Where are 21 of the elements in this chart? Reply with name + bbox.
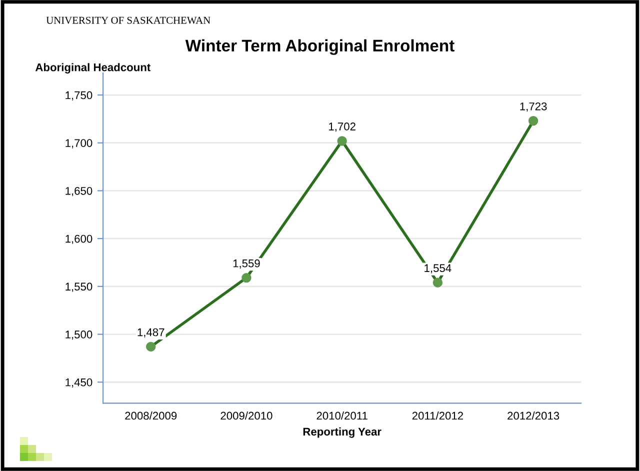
data-label: 1,702: [329, 122, 356, 132]
y-tick-label: 1,750: [66, 91, 92, 100]
x-tick-label: 2010/2011: [316, 412, 368, 420]
y-tick-label: 1,700: [66, 139, 92, 148]
chart-title: Winter Term Aboriginal Enrolment: [185, 39, 454, 55]
y-tick-label: 1,450: [66, 378, 92, 388]
data-label: 1,559: [233, 259, 260, 269]
y-tick-label: 1,550: [66, 282, 92, 292]
data-label: 1,487: [138, 328, 164, 338]
x-tick-label: 2009/2010: [220, 412, 272, 420]
data-label: 1,554: [424, 264, 452, 274]
y-axis-title: Aboriginal Headcount: [35, 63, 150, 74]
y-tick-label: 1,600: [66, 234, 92, 244]
x-tick-label: 2012/2013: [508, 412, 560, 420]
data-label: 1,723: [520, 102, 547, 112]
text: UNIVERSITY OF SASKATCHEWAN: [46, 16, 210, 24]
y-tick-label: 1,650: [66, 186, 92, 196]
y-tick-label: 1,500: [66, 330, 92, 340]
x-tick-label: 2008/2009: [125, 412, 177, 420]
x-tick-label: 2011/2012: [412, 412, 463, 420]
x-axis-title: Reporting Year: [303, 427, 382, 438]
